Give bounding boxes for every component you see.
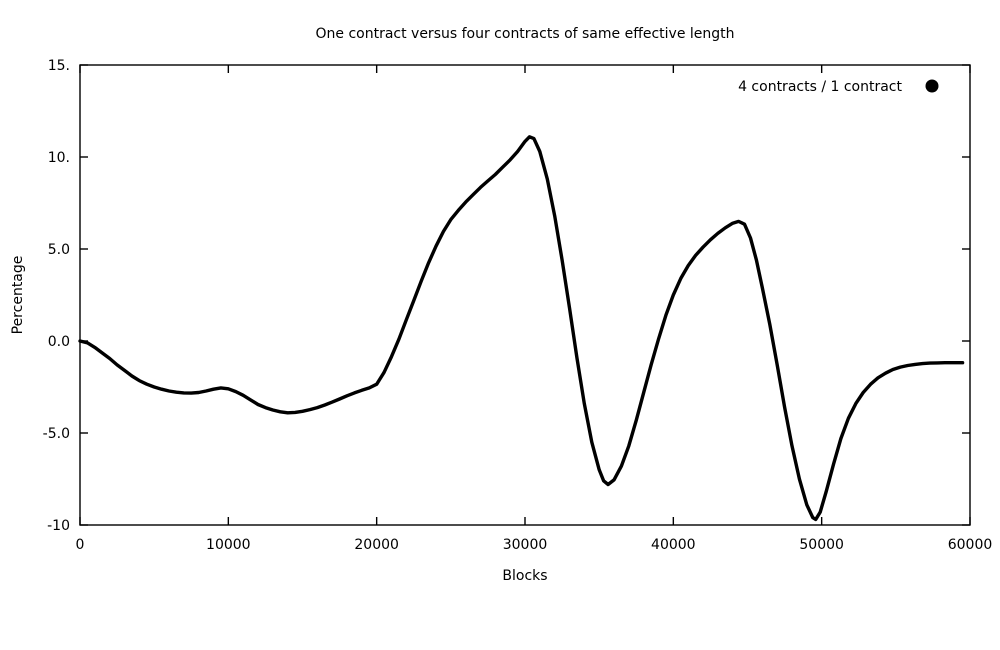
y-axis-label: Percentage <box>10 256 26 335</box>
tick-labels: 0 10000 20000 30000 40000 50000 60000 -10 -5.0 0.… <box>43 58 993 553</box>
y-tick-label: 10. <box>48 150 70 166</box>
legend-label: 4 contracts / 1 contract <box>738 79 902 95</box>
tick-marks <box>79 64 971 526</box>
legend-marker-filled-circle-icon <box>925 79 939 93</box>
x-tick-label: 60000 <box>948 537 993 553</box>
y-tick-label: 15. <box>48 58 70 74</box>
x-tick-label: 20000 <box>354 537 399 553</box>
y-tick-label: 5.0 <box>48 242 70 258</box>
y-tick-label: -10 <box>47 518 70 534</box>
y-tick-label: 0.0 <box>48 334 70 350</box>
data-series-path <box>78 135 965 522</box>
x-tick-label: 40000 <box>651 537 696 553</box>
x-axis-label: Blocks <box>502 568 547 584</box>
x-tick-label: 50000 <box>799 537 844 553</box>
x-tick-label: 0 <box>76 537 85 553</box>
x-tick-label: 10000 <box>206 537 251 553</box>
chart-title: One contract versus four contracts of sa… <box>315 26 734 42</box>
legend: 4 contracts / 1 contract <box>738 79 939 95</box>
y-tick-label: -5.0 <box>43 426 70 442</box>
data-series <box>78 135 965 522</box>
x-tick-label: 30000 <box>503 537 548 553</box>
